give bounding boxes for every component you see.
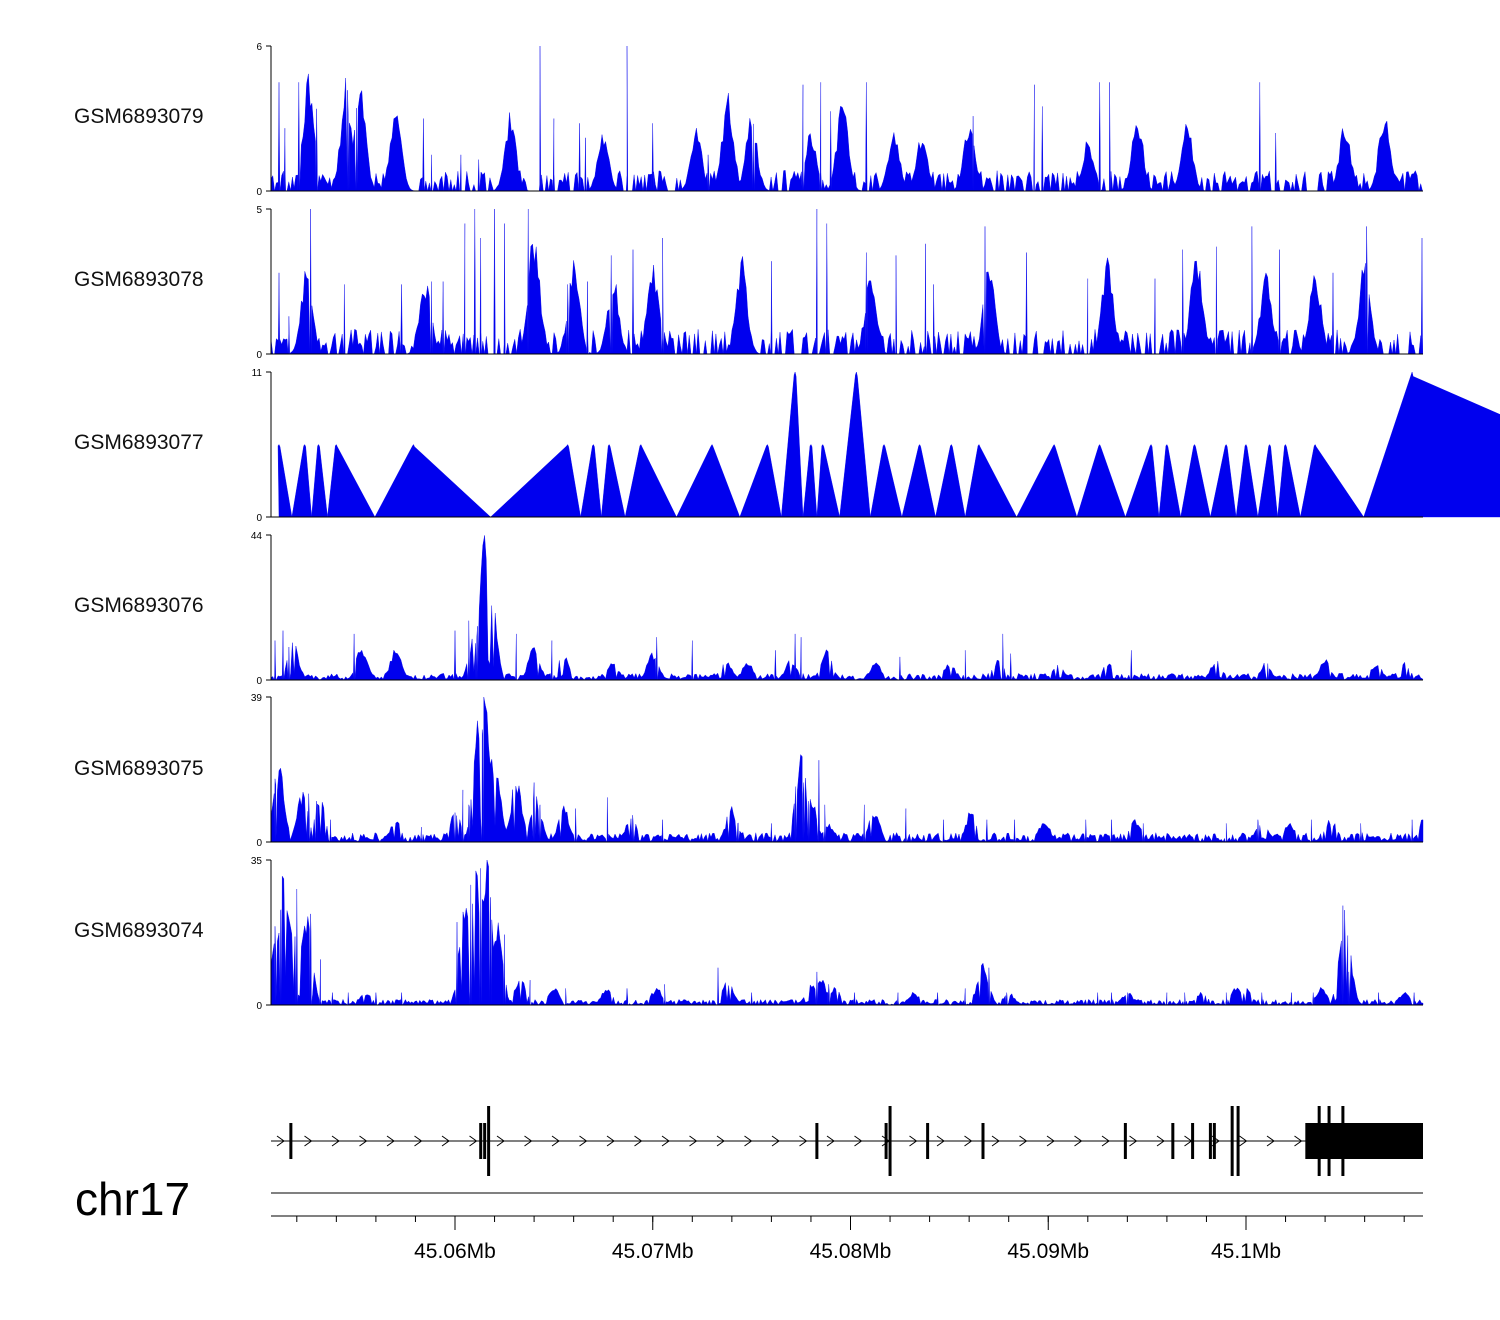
track-label: GSM6893077 — [74, 431, 204, 454]
strand-arrow — [716, 1135, 725, 1147]
strand-arrow — [854, 1135, 863, 1147]
strand-arrow — [1019, 1135, 1028, 1147]
exon — [1212, 1123, 1216, 1159]
strand-arrow — [606, 1135, 615, 1147]
strand-arrow — [1074, 1135, 1083, 1147]
y-max-label: 35 — [251, 856, 263, 867]
strand-arrow — [661, 1135, 670, 1147]
strand-arrow — [826, 1135, 835, 1147]
exon — [1317, 1106, 1321, 1176]
exon — [479, 1123, 483, 1159]
strand-arrow — [1294, 1135, 1303, 1147]
coverage-area — [270, 696, 1424, 843]
strand-arrow — [1156, 1135, 1165, 1147]
x-tick-label: 45.06Mb — [414, 1240, 496, 1263]
exon — [1123, 1123, 1127, 1159]
exon — [1341, 1106, 1345, 1176]
exon — [884, 1123, 888, 1159]
y-min-label: 0 — [256, 513, 262, 524]
exon — [888, 1106, 892, 1176]
y-min-label: 0 — [256, 1001, 262, 1012]
y-max-label: 5 — [256, 205, 262, 216]
exon — [1236, 1106, 1240, 1176]
strand-arrow — [909, 1135, 918, 1147]
strand-arrow — [991, 1135, 1000, 1147]
strand-arrow — [936, 1135, 945, 1147]
coverage-track-GSM6893076: 44 0 — [251, 531, 1424, 687]
coverage-track-GSM6893077: 11 0 — [252, 368, 1500, 524]
strand-arrow — [359, 1135, 368, 1147]
strand-arrow — [1046, 1135, 1055, 1147]
strand-arrow — [276, 1135, 285, 1147]
strand-arrow — [496, 1135, 505, 1147]
exon — [483, 1123, 487, 1159]
strand-arrow — [331, 1135, 340, 1147]
coverage-area — [270, 208, 1424, 355]
track-label: GSM6893076 — [74, 594, 204, 617]
strand-arrow — [551, 1135, 560, 1147]
strand-arrow — [304, 1135, 313, 1147]
x-tick-label: 45.1Mb — [1211, 1240, 1281, 1263]
coverage-track-GSM6893079: 60 — [256, 42, 1423, 198]
x-tick-label: 45.08Mb — [810, 1240, 892, 1263]
strand-arrow — [1101, 1135, 1110, 1147]
strand-arrow — [799, 1135, 808, 1147]
y-min-label: 0 — [256, 676, 262, 687]
exon — [926, 1123, 930, 1159]
coverage-area — [270, 45, 1423, 192]
track-label: GSM6893079 — [74, 105, 204, 128]
strand-arrow — [1129, 1135, 1138, 1147]
exon — [1327, 1106, 1331, 1176]
strand-arrow — [771, 1135, 780, 1147]
track-label: GSM6893078 — [74, 268, 204, 291]
strand-arrow — [689, 1135, 698, 1147]
x-tick-label: 45.07Mb — [612, 1240, 694, 1263]
exon — [1230, 1106, 1234, 1176]
strand-arrow — [1239, 1135, 1248, 1147]
strand-arrow — [964, 1135, 973, 1147]
coverage-track-GSM6893078: 50 — [256, 205, 1424, 361]
x-tick-label: 45.09Mb — [1007, 1240, 1089, 1263]
strand-arrow — [634, 1135, 643, 1147]
exon — [1208, 1123, 1212, 1159]
strand-arrow — [579, 1135, 588, 1147]
y-max-label: 39 — [251, 693, 263, 704]
coverage-area — [270, 859, 1424, 1006]
strand-arrow — [1266, 1135, 1275, 1147]
strand-arrow — [414, 1135, 423, 1147]
coverage-track-GSM6893075: 39 0 — [251, 693, 1424, 849]
y-max-label: 6 — [256, 42, 262, 53]
exon — [289, 1123, 293, 1159]
y-min-label: 0 — [256, 187, 262, 198]
y-min-label: 0 — [256, 838, 262, 849]
exon — [815, 1123, 819, 1159]
y-min-label: 0 — [256, 350, 262, 361]
coverage-area — [277, 371, 1500, 518]
coverage-area — [270, 535, 1424, 681]
y-max-label: 44 — [251, 531, 263, 542]
exon — [487, 1106, 491, 1176]
strand-arrow — [441, 1135, 450, 1147]
exon — [981, 1123, 985, 1159]
utr-block — [1305, 1123, 1423, 1159]
chromosome-label: chr17 — [75, 1173, 191, 1225]
exon — [1171, 1123, 1175, 1159]
gene-model — [271, 1106, 1423, 1176]
strand-arrow — [386, 1135, 395, 1147]
track-label: GSM6893074 — [74, 919, 204, 942]
coverage-track-GSM6893074: 35 0 — [251, 856, 1424, 1012]
track-label: GSM6893075 — [74, 757, 204, 780]
exon — [1191, 1123, 1195, 1159]
x-axis: 45.06Mb 45.07Mb 45.08Mb 45.09Mb 45.1Mb — [271, 1215, 1423, 1263]
strand-arrow — [744, 1135, 753, 1147]
strand-arrow — [524, 1135, 533, 1147]
y-max-label: 11 — [252, 368, 263, 379]
strand-arrow — [469, 1135, 478, 1147]
